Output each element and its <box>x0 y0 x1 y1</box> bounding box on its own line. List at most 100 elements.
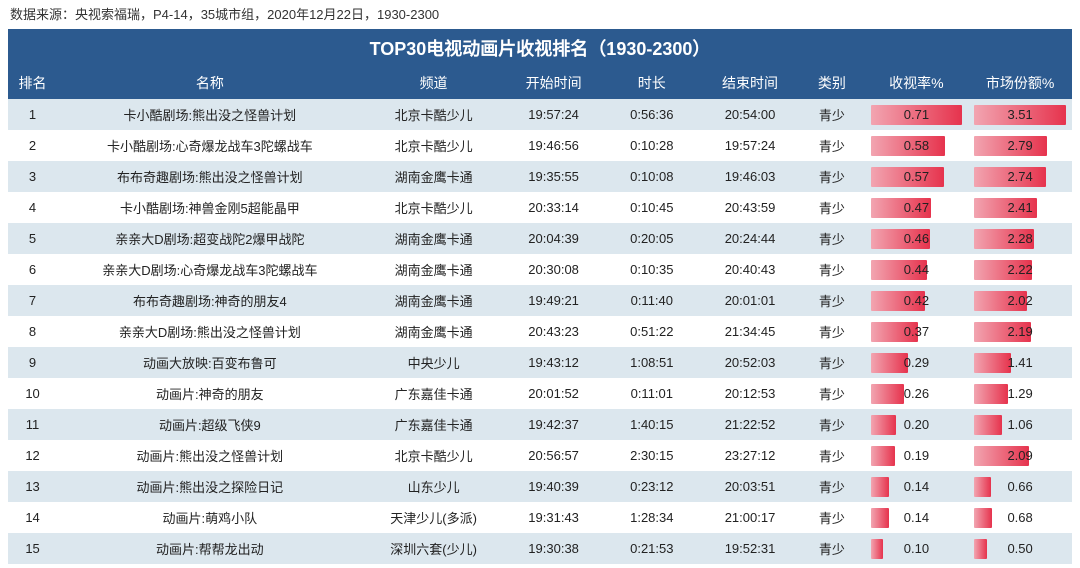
table-row: 2卡小酷剧场:心奇爆龙战车3陀螺战车北京卡酷少儿19:46:560:10:281… <box>8 130 1072 161</box>
cell-channel: 湖南金鹰卡通 <box>363 161 505 192</box>
cell-share-bar: 0.50 <box>968 533 1072 564</box>
cell-start: 19:46:56 <box>505 130 603 161</box>
ratings-table: 排名 名称 频道 开始时间 时长 结束时间 类别 收视率% 市场份额% 1卡小酷… <box>8 67 1072 564</box>
cell-cat: 青少 <box>799 347 864 378</box>
cell-dur: 0:56:36 <box>603 99 701 130</box>
cell-rank: 10 <box>8 378 57 409</box>
cell-channel: 北京卡酷少儿 <box>363 192 505 223</box>
cell-cat: 青少 <box>799 223 864 254</box>
cell-rating-bar: 0.44 <box>865 254 969 285</box>
cell-end: 21:00:17 <box>701 502 799 533</box>
col-end: 结束时间 <box>701 67 799 99</box>
cell-end: 20:54:00 <box>701 99 799 130</box>
cell-dur: 2:30:15 <box>603 440 701 471</box>
cell-rank: 8 <box>8 316 57 347</box>
cell-rating-bar: 0.29 <box>865 347 969 378</box>
cell-dur: 0:20:05 <box>603 223 701 254</box>
table-row: 6亲亲大D剧场:心奇爆龙战车3陀螺战车湖南金鹰卡通20:30:080:10:35… <box>8 254 1072 285</box>
cell-dur: 0:10:28 <box>603 130 701 161</box>
table-row: 9动画大放映:百变布鲁可中央少儿19:43:121:08:5120:52:03青… <box>8 347 1072 378</box>
cell-rating-bar: 0.26 <box>865 378 969 409</box>
cell-rating-bar: 0.71 <box>865 99 969 130</box>
cell-dur: 0:51:22 <box>603 316 701 347</box>
cell-start: 19:40:39 <box>505 471 603 502</box>
cell-rating-bar: 0.42 <box>865 285 969 316</box>
cell-share-bar: 1.41 <box>968 347 1072 378</box>
cell-end: 23:27:12 <box>701 440 799 471</box>
cell-end: 20:40:43 <box>701 254 799 285</box>
cell-cat: 青少 <box>799 130 864 161</box>
cell-end: 20:12:53 <box>701 378 799 409</box>
cell-start: 19:49:21 <box>505 285 603 316</box>
cell-dur: 0:11:01 <box>603 378 701 409</box>
cell-start: 20:04:39 <box>505 223 603 254</box>
cell-name: 布布奇趣剧场:熊出没之怪兽计划 <box>57 161 363 192</box>
cell-channel: 北京卡酷少儿 <box>363 130 505 161</box>
table-row: 15动画片:帮帮龙出动深圳六套(少儿)19:30:380:21:5319:52:… <box>8 533 1072 564</box>
cell-name: 卡小酷剧场:心奇爆龙战车3陀螺战车 <box>57 130 363 161</box>
cell-channel: 天津少儿(多派) <box>363 502 505 533</box>
cell-channel: 湖南金鹰卡通 <box>363 316 505 347</box>
cell-share-bar: 2.19 <box>968 316 1072 347</box>
table-title: TOP30电视动画片收视排名（1930-2300） <box>8 29 1072 67</box>
cell-dur: 0:10:35 <box>603 254 701 285</box>
cell-share-bar: 0.68 <box>968 502 1072 533</box>
cell-share-bar: 2.41 <box>968 192 1072 223</box>
cell-rank: 15 <box>8 533 57 564</box>
cell-share-bar: 2.28 <box>968 223 1072 254</box>
cell-channel: 北京卡酷少儿 <box>363 99 505 130</box>
cell-rating-bar: 0.57 <box>865 161 969 192</box>
col-rating: 收视率% <box>865 67 969 99</box>
cell-name: 动画片:超级飞侠9 <box>57 409 363 440</box>
cell-rank: 3 <box>8 161 57 192</box>
cell-name: 亲亲大D剧场:熊出没之怪兽计划 <box>57 316 363 347</box>
table-row: 8亲亲大D剧场:熊出没之怪兽计划湖南金鹰卡通20:43:230:51:2221:… <box>8 316 1072 347</box>
col-rank: 排名 <box>8 67 57 99</box>
cell-rating-bar: 0.58 <box>865 130 969 161</box>
cell-cat: 青少 <box>799 192 864 223</box>
cell-dur: 0:10:08 <box>603 161 701 192</box>
cell-share-bar: 2.09 <box>968 440 1072 471</box>
cell-cat: 青少 <box>799 285 864 316</box>
cell-cat: 青少 <box>799 254 864 285</box>
table-row: 5亲亲大D剧场:超变战陀2爆甲战陀湖南金鹰卡通20:04:390:20:0520… <box>8 223 1072 254</box>
col-dur: 时长 <box>603 67 701 99</box>
cell-rank: 2 <box>8 130 57 161</box>
cell-cat: 青少 <box>799 533 864 564</box>
cell-end: 20:24:44 <box>701 223 799 254</box>
cell-rank: 14 <box>8 502 57 533</box>
cell-rank: 11 <box>8 409 57 440</box>
col-channel: 频道 <box>363 67 505 99</box>
cell-share-bar: 2.22 <box>968 254 1072 285</box>
cell-cat: 青少 <box>799 440 864 471</box>
table-row: 10动画片:神奇的朋友广东嘉佳卡通20:01:520:11:0120:12:53… <box>8 378 1072 409</box>
cell-start: 19:30:38 <box>505 533 603 564</box>
cell-dur: 1:08:51 <box>603 347 701 378</box>
cell-rank: 6 <box>8 254 57 285</box>
cell-dur: 0:21:53 <box>603 533 701 564</box>
table-row: 14动画片:萌鸡小队天津少儿(多派)19:31:431:28:3421:00:1… <box>8 502 1072 533</box>
cell-end: 19:52:31 <box>701 533 799 564</box>
cell-name: 卡小酷剧场:神兽金刚5超能晶甲 <box>57 192 363 223</box>
cell-start: 19:31:43 <box>505 502 603 533</box>
col-name: 名称 <box>57 67 363 99</box>
cell-name: 动画片:神奇的朋友 <box>57 378 363 409</box>
cell-share-bar: 2.74 <box>968 161 1072 192</box>
cell-name: 动画片:萌鸡小队 <box>57 502 363 533</box>
cell-channel: 北京卡酷少儿 <box>363 440 505 471</box>
cell-share-bar: 1.06 <box>968 409 1072 440</box>
cell-rank: 9 <box>8 347 57 378</box>
cell-name: 卡小酷剧场:熊出没之怪兽计划 <box>57 99 363 130</box>
table-body: 1卡小酷剧场:熊出没之怪兽计划北京卡酷少儿19:57:240:56:3620:5… <box>8 99 1072 564</box>
cell-start: 19:35:55 <box>505 161 603 192</box>
table-row: 1卡小酷剧场:熊出没之怪兽计划北京卡酷少儿19:57:240:56:3620:5… <box>8 99 1072 130</box>
cell-dur: 0:11:40 <box>603 285 701 316</box>
cell-channel: 深圳六套(少儿) <box>363 533 505 564</box>
cell-rank: 12 <box>8 440 57 471</box>
cell-rank: 4 <box>8 192 57 223</box>
cell-rating-bar: 0.37 <box>865 316 969 347</box>
cell-channel: 湖南金鹰卡通 <box>363 254 505 285</box>
cell-rank: 7 <box>8 285 57 316</box>
table-row: 11动画片:超级飞侠9广东嘉佳卡通19:42:371:40:1521:22:52… <box>8 409 1072 440</box>
cell-share-bar: 2.02 <box>968 285 1072 316</box>
